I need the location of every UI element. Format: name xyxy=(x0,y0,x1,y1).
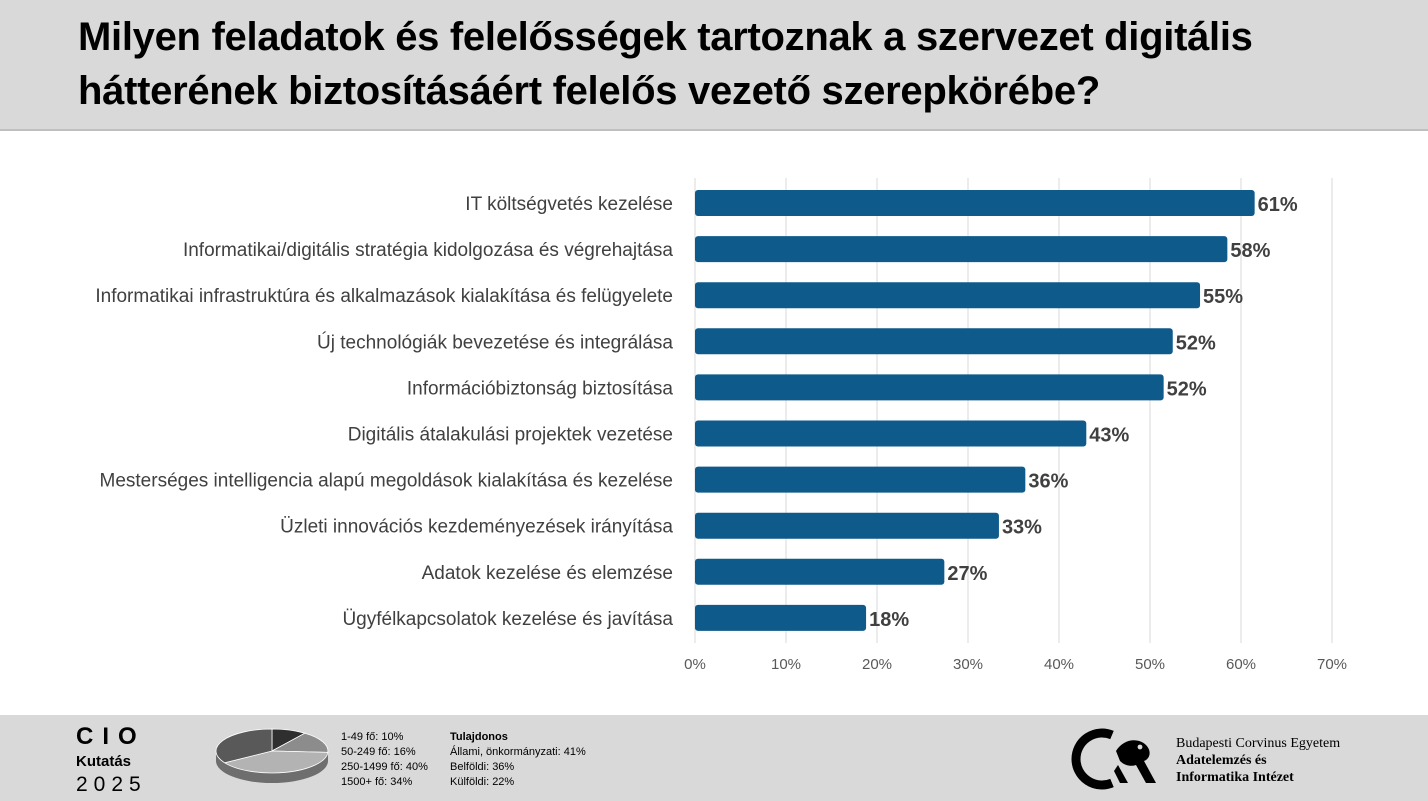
x-tick-label: 70% xyxy=(1317,656,1347,673)
corvinus-logo-icon xyxy=(1071,728,1156,790)
bar xyxy=(695,328,1173,355)
data-label: 52% xyxy=(1167,378,1207,400)
x-tick-label: 0% xyxy=(684,656,706,673)
x-tick-label: 60% xyxy=(1226,656,1256,673)
category-label: Digitális átalakulási projektek vezetése xyxy=(348,425,673,446)
data-label: 52% xyxy=(1176,332,1216,354)
pie-slice xyxy=(215,728,273,764)
owner-item: Belföldi: 36% xyxy=(450,761,515,773)
owner-title: Tulajdonos xyxy=(450,731,508,743)
sample-size-item: 1500+ fő: 34% xyxy=(341,776,413,788)
data-label: 61% xyxy=(1258,194,1298,216)
x-tick-label: 20% xyxy=(862,656,892,673)
bar xyxy=(695,512,999,539)
category-label: Informatikai/digitális stratégia kidolgo… xyxy=(183,240,673,261)
sample-size-item: 250-1499 fő: 40% xyxy=(341,761,428,773)
bar xyxy=(695,466,1026,493)
institute-line-2: Informatika Intézet xyxy=(1176,770,1294,785)
bar xyxy=(695,190,1255,216)
bar xyxy=(695,558,945,585)
x-tick-label: 10% xyxy=(771,656,801,673)
category-label: Mesterséges intelligencia alapú megoldás… xyxy=(100,471,674,492)
page-title: Milyen feladatok és felelősségek tartozn… xyxy=(78,15,1253,113)
category-label: Üzleti innovációs kezdeményezések irányí… xyxy=(280,517,673,538)
bar xyxy=(695,282,1201,309)
institute-line-1: Adatelemzés és xyxy=(1176,753,1267,768)
data-label: 27% xyxy=(947,563,987,585)
pie-side xyxy=(216,751,328,783)
sample-size-item: 1-49 fő: 10% xyxy=(341,731,404,743)
category-label: Új technológiák bevezetése és integrálás… xyxy=(317,331,673,353)
owner-item: Külföldi: 22% xyxy=(450,776,515,788)
sample-pie-chart xyxy=(215,728,329,783)
sample-size-list: 1-49 fő: 10% 50-249 fő: 16% 250-1499 fő:… xyxy=(341,730,428,790)
owner-item: Állami, önkormányzati: 41% xyxy=(450,746,586,758)
university-block: Budapesti Corvinus Egyetem Adatelemzés é… xyxy=(1176,735,1340,786)
data-label: 43% xyxy=(1089,425,1129,447)
university-name: Budapesti Corvinus Egyetem xyxy=(1176,736,1341,751)
cio-label: CIO xyxy=(76,723,146,750)
year-label: 2025 xyxy=(76,773,147,796)
bar-chart: 0% 10% 20% 30% 40% 50% 60% 70% IT költségvetés k… xyxy=(95,178,1347,673)
x-tick-label: 30% xyxy=(953,656,983,673)
category-label: IT költségvetés kezelése xyxy=(465,194,673,215)
data-label: 58% xyxy=(1230,240,1270,262)
category-label: Adatok kezelése és elemzése xyxy=(422,563,673,584)
kutatas-label: Kutatás xyxy=(76,753,132,770)
category-label: Információbiztonság biztosítása xyxy=(407,378,674,399)
data-label: 36% xyxy=(1028,471,1068,493)
category-label: Ügyfélkapcsolatok kezelése és javítása xyxy=(342,609,673,630)
x-tick-label: 40% xyxy=(1044,656,1074,673)
header-banner: Milyen feladatok és felelősségek tartozn… xyxy=(0,0,1428,131)
bar xyxy=(695,374,1164,401)
sample-size-item: 50-249 fő: 16% xyxy=(341,746,416,758)
footer: CIO Kutatás 2025 1-49 fő: 10% 50-249 fő:… xyxy=(0,715,1428,801)
bar xyxy=(695,236,1228,263)
data-label: 18% xyxy=(869,609,909,631)
pie-slice xyxy=(270,732,329,753)
owner-list: Tulajdonos Állami, önkormányzati: 41% Be… xyxy=(450,730,586,790)
bar xyxy=(695,604,867,631)
x-tick-label: 50% xyxy=(1135,656,1165,673)
data-label: 55% xyxy=(1203,286,1243,308)
data-label: 33% xyxy=(1002,517,1042,539)
bar xyxy=(695,420,1087,447)
category-label: Informatikai infrastruktúra és alkalmazá… xyxy=(95,286,673,307)
